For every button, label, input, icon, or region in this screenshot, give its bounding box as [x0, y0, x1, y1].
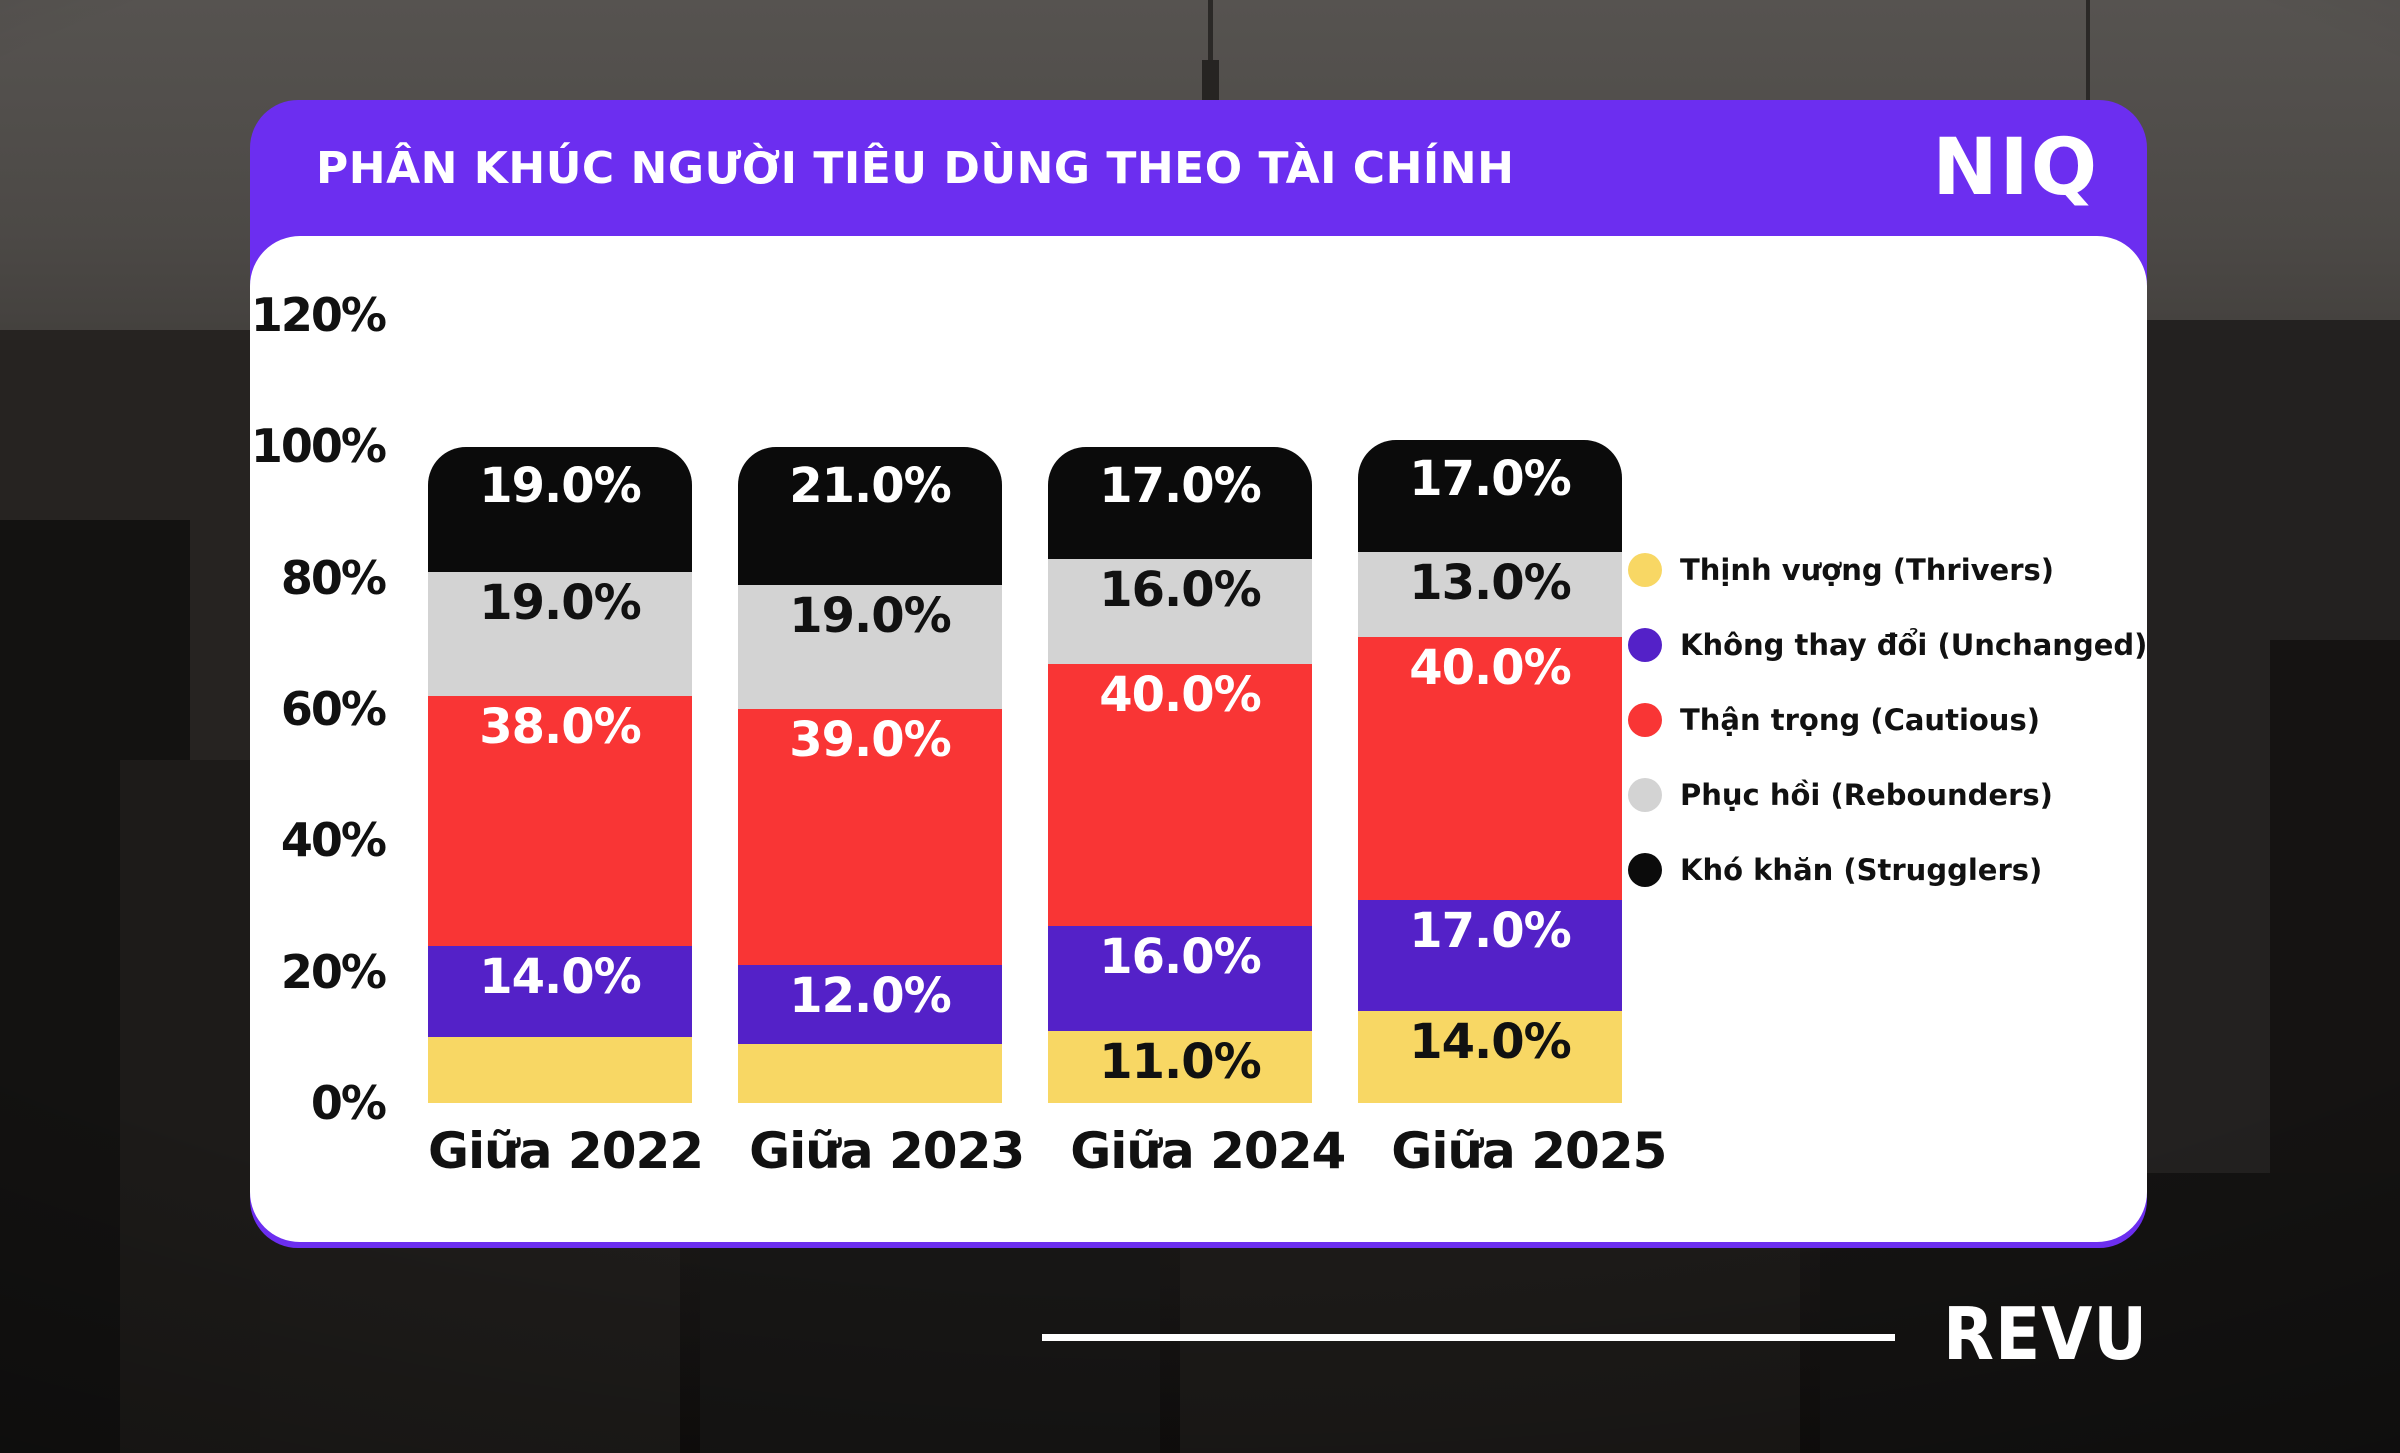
- bar-segment-label: 17.0%: [1409, 451, 1572, 508]
- bar-segment: 19.0%: [428, 571, 692, 697]
- bar-segment: [428, 1037, 692, 1103]
- niq-logo: NIQ: [1932, 123, 2099, 213]
- bar-segment-label: 17.0%: [1409, 902, 1572, 959]
- y-tick-label: 120%: [250, 288, 387, 342]
- legend-item: Phục hồi (Rebounders): [1628, 757, 2147, 832]
- bar-segment-label: 14.0%: [1409, 1014, 1572, 1071]
- stacked-bar: 21.0% 19.0% 39.0% 12.0%: [738, 447, 1002, 1103]
- bar-segment: 39.0%: [738, 709, 1002, 966]
- legend-dot-icon: [1628, 852, 1662, 887]
- legend-label: Phục hồi (Rebounders): [1680, 777, 2053, 812]
- bar-segment: 14.0%: [428, 945, 692, 1038]
- y-tick-label: 100%: [250, 419, 387, 474]
- bar-segment-label: 12.0%: [789, 968, 952, 1025]
- bar-segment-label: 38.0%: [479, 699, 642, 756]
- bar-segment: [738, 1043, 1002, 1103]
- revu-logo: REVU: [1943, 1292, 2148, 1376]
- bar-segment-label: 19.0%: [479, 574, 642, 631]
- bar-segment: 11.0%: [1048, 1030, 1312, 1103]
- stacked-bar: 17.0% 13.0% 40.0% 17.0% 14.0%: [1358, 440, 1622, 1103]
- bar-segment-label: 21.0%: [789, 458, 952, 515]
- y-tick-label: 60%: [280, 681, 387, 736]
- bar-segment: 17.0%: [1358, 899, 1622, 1012]
- legend-dot-icon: [1628, 702, 1662, 737]
- bar-segment: 40.0%: [1358, 637, 1622, 900]
- bar-segment-label: 11.0%: [1099, 1033, 1262, 1090]
- bar-segment-label: 16.0%: [1099, 561, 1262, 618]
- y-axis: 120% 100% 80% 60% 40% 20% 0%: [250, 236, 387, 1242]
- x-axis: Giữa 2022 Giữa 2023 Giữa 2024 Giữa 2025: [428, 1122, 1667, 1180]
- legend-label: Thận trọng (Cautious): [1680, 702, 2040, 737]
- x-axis-label: Giữa 2024: [1070, 1122, 1346, 1180]
- bar-segment: 17.0%: [1048, 447, 1312, 559]
- y-tick-label: 20%: [280, 944, 387, 999]
- bar-segment: 12.0%: [738, 965, 1002, 1044]
- bar-segment-label: 19.0%: [789, 587, 952, 644]
- stacked-bar: 17.0% 16.0% 40.0% 16.0% 11.0%: [1048, 447, 1312, 1103]
- bar-segment: 40.0%: [1048, 663, 1312, 926]
- bar-segment: 16.0%: [1048, 558, 1312, 664]
- legend-label: Khó khăn (Strugglers): [1680, 852, 2043, 887]
- card-header: PHÂN KHÚC NGƯỜI TIÊU DÙNG THEO TÀI CHÍNH…: [250, 100, 2147, 236]
- bar-segment-label: 40.0%: [1409, 640, 1572, 697]
- y-tick-label: 0%: [310, 1075, 387, 1130]
- bar-segment-label: 19.0%: [479, 458, 642, 515]
- chart-card: PHÂN KHÚC NGƯỜI TIÊU DÙNG THEO TÀI CHÍNH…: [250, 100, 2147, 1248]
- y-tick-label: 40%: [280, 813, 387, 868]
- background-building: [120, 760, 260, 1453]
- y-tick-label: 80%: [280, 550, 387, 605]
- bar-segment-label: 16.0%: [1099, 928, 1262, 985]
- legend-item: Khó khăn (Strugglers): [1628, 832, 2147, 907]
- legend-dot-icon: [1628, 552, 1662, 587]
- bar-segment: 16.0%: [1048, 925, 1312, 1031]
- bar-segment-label: 39.0%: [789, 712, 952, 769]
- bar-segment: 19.0%: [428, 447, 692, 572]
- bar-segment-label: 13.0%: [1409, 555, 1572, 611]
- bar-segment: 13.0%: [1358, 552, 1622, 638]
- stacked-bars: 19.0% 19.0% 38.0% 14.0% 21.0% 19.0% 39.0% 12.0%…: [428, 236, 1622, 1103]
- skyscraper-spire: [1208, 0, 1213, 66]
- skyscraper-spire-base: [1202, 60, 1219, 102]
- bar-segment-label: 40.0%: [1099, 666, 1262, 723]
- x-axis-label: Giữa 2022: [428, 1122, 704, 1180]
- x-axis-label: Giữa 2025: [1391, 1122, 1667, 1180]
- bar-segment: 21.0%: [738, 447, 1002, 585]
- x-axis-label: Giữa 2023: [749, 1122, 1025, 1180]
- page-title: PHÂN KHÚC NGƯỜI TIÊU DÙNG THEO TÀI CHÍNH: [316, 142, 1515, 194]
- legend-label: Thịnh vượng (Thrivers): [1680, 552, 2055, 587]
- footer-divider-line: [1042, 1334, 1895, 1341]
- bar-segment: 19.0%: [738, 584, 1002, 710]
- legend-item: Thịnh vượng (Thrivers): [1628, 532, 2147, 607]
- legend-item: Không thay đổi (Unchanged): [1628, 607, 2147, 682]
- bar-segment-label: 17.0%: [1099, 458, 1262, 515]
- bar-segment: 17.0%: [1358, 440, 1622, 552]
- legend-dot-icon: [1628, 777, 1662, 812]
- legend-item: Thận trọng (Cautious): [1628, 682, 2147, 757]
- chart-area: 120% 100% 80% 60% 40% 20% 0% 19.0% 19.0% 38.0% 14…: [250, 236, 2147, 1242]
- legend-label: Không thay đổi (Unchanged): [1680, 627, 2147, 662]
- stacked-bar: 19.0% 19.0% 38.0% 14.0%: [428, 447, 692, 1103]
- bar-segment: 38.0%: [428, 696, 692, 946]
- legend: Thịnh vượng (Thrivers) Không thay đổi (Un…: [1628, 532, 2147, 907]
- antenna: [2086, 0, 2090, 102]
- legend-dot-icon: [1628, 627, 1662, 662]
- bar-segment: 14.0%: [1358, 1011, 1622, 1103]
- bar-segment-label: 14.0%: [479, 948, 642, 1005]
